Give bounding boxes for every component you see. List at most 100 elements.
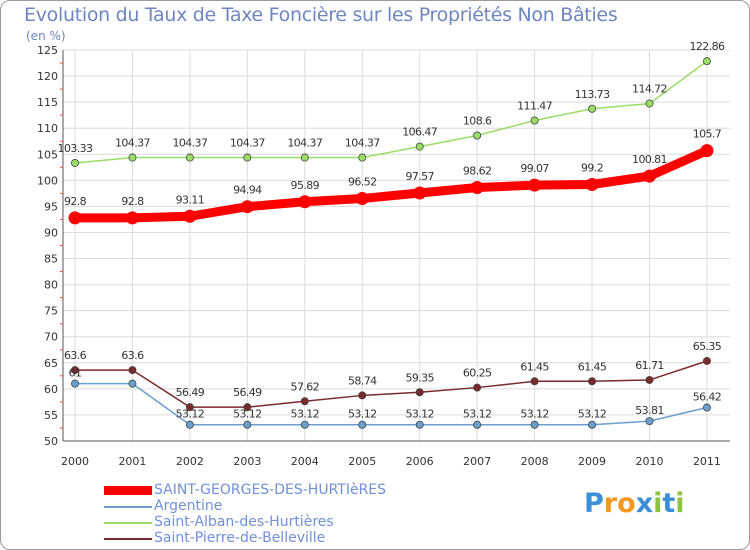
x-tick-label: 2011 [693,455,721,468]
data-point-2 [128,153,137,162]
data-point-2 [185,153,194,162]
data-point-3 [645,375,654,384]
x-tick-label: 2003 [233,455,261,468]
data-point-1 [128,379,137,388]
data-point-2 [702,57,711,66]
legend-label-saint-alban: Saint-Alban-des-Hurtières [154,514,334,530]
series-line-3 [74,360,708,408]
data-label-0: 94.94 [233,184,262,197]
data-point-3 [415,388,424,397]
data-label-0: 92.8 [121,195,144,208]
legend-swatch-argentine [104,506,152,508]
data-point-3 [702,356,711,365]
data-label-0: 97.57 [405,170,434,183]
data-label-3: 56.49 [233,386,262,399]
data-label-3: 61.45 [520,360,549,373]
y-tick-label: 80 [44,279,58,292]
data-label-0: 105.7 [693,128,722,141]
data-point-1 [702,403,711,412]
data-label-3: 56.49 [176,386,205,399]
data-label-2: 114.72 [632,83,667,96]
data-label-0: 93.11 [176,193,205,206]
data-point-1 [300,420,309,429]
data-point-2 [415,142,424,151]
data-label-1: 53.12 [520,408,549,421]
y-tick-label: 100 [37,174,58,187]
data-label-0: 95.89 [291,179,320,192]
data-label-1: 53.81 [635,404,664,417]
data-label-2: 104.37 [172,137,207,150]
data-point-1 [588,420,597,429]
legend-swatch-saint-georges [104,486,152,495]
data-label-0: 96.52 [348,175,377,188]
data-label-2: 122.86 [690,40,725,53]
data-point-2 [588,104,597,113]
legend-label-saint-pierre: Saint-Pierre-de-Belleville [154,530,326,546]
data-label-2: 108.6 [463,114,492,127]
data-point-2 [530,116,539,125]
x-tick-label: 2006 [406,455,434,468]
y-axis-unit-label: (en %) [26,29,66,43]
data-label-0: 98.62 [463,165,492,178]
data-label-2: 104.37 [287,137,322,150]
data-point-2 [300,153,309,162]
x-tick-label: 2005 [348,455,376,468]
data-label-3: 65.35 [693,340,722,353]
data-point-0 [413,186,427,200]
data-point-3 [588,377,597,386]
data-label-1: 53.12 [578,408,607,421]
legend-swatch-saint-pierre [104,538,152,540]
x-tick-label: 2008 [521,455,549,468]
data-label-0: 100.81 [632,153,667,166]
x-tick-label: 2007 [463,455,491,468]
data-point-2 [358,153,367,162]
data-label-2: 111.47 [517,100,552,113]
data-label-1: 53.12 [176,408,205,421]
data-point-0 [125,211,139,225]
data-label-1: 53.12 [405,408,434,421]
data-point-0 [700,144,714,158]
y-tick-label: 85 [44,253,58,266]
data-label-2: 104.37 [230,137,265,150]
data-point-0 [643,169,656,183]
y-tick-label: 105 [37,148,58,161]
y-tick-label: 115 [37,96,58,109]
data-point-2 [243,153,252,162]
data-point-3 [473,383,482,392]
data-point-3 [358,391,367,400]
data-point-1 [530,420,539,429]
series-line-1 [74,382,708,426]
y-tick-label: 60 [44,383,58,396]
data-label-3: 61.71 [635,359,664,372]
y-tick-label: 50 [44,435,58,448]
data-label-0: 92.8 [64,195,87,208]
data-point-0 [470,181,484,195]
logo-letter: x [635,488,654,519]
legend-label-argentine: Argentine [154,498,223,514]
data-point-0 [528,178,542,192]
logo-letter: i [653,488,663,519]
x-tick-label: 2002 [176,455,204,468]
data-point-0 [298,195,312,209]
data-point-1 [415,420,424,429]
logo-letter: P [584,488,604,519]
data-label-1: 53.12 [348,408,377,421]
proxiti-logo: Proxiti [584,488,685,519]
series-line-0 [70,146,712,223]
data-label-0: 99.2 [581,162,603,175]
data-label-3: 63.6 [121,349,144,362]
data-label-1: 53.12 [291,408,320,421]
data-label-3: 59.35 [405,371,434,384]
y-tick-label: 90 [44,226,58,239]
data-point-2 [473,131,482,140]
y-tick-label: 55 [44,409,58,422]
legend-label-saint-georges: SAINT-GEORGES-DES-HURTIèRES [154,482,387,498]
data-point-1 [473,420,482,429]
logo-letter: t [662,488,676,519]
data-point-3 [185,403,194,412]
data-point-3 [530,377,539,386]
data-point-1 [645,417,654,426]
data-point-0 [355,191,369,205]
